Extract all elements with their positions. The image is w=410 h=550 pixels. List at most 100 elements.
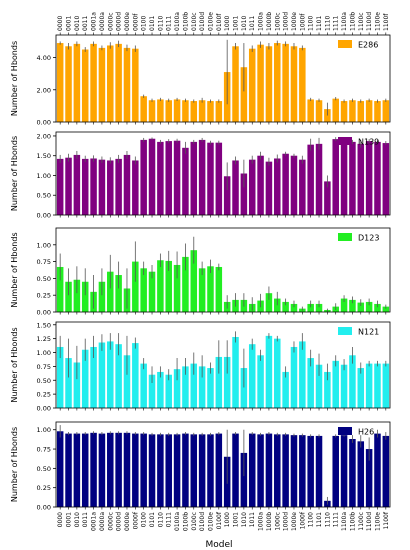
x-tick-label: 0000d (116, 512, 123, 531)
bar (73, 362, 81, 408)
bar (282, 301, 289, 312)
x-tick-label: 0001 (66, 16, 73, 31)
bar (115, 275, 122, 312)
bar (165, 434, 172, 507)
x-tick-label: 1000e (291, 512, 298, 531)
y-tick-label: 1.00 (37, 241, 51, 249)
bar (282, 434, 289, 507)
panel-n121: 0.00 0.25 0.50 0.75 1.00 1.25 1.50 Number of Hb… (10, 321, 391, 413)
bar (90, 43, 97, 122)
bar (274, 434, 281, 507)
bar (198, 268, 206, 312)
bar (340, 101, 348, 122)
panel-frame (55, 34, 391, 123)
top-x-tick-labels: 0000 0001 0010 0011 0001a 0000a 0000c 0000d 0000… (57, 12, 390, 35)
bar (182, 100, 189, 122)
bar (140, 96, 147, 122)
x-tick-label: 0110 (157, 512, 164, 527)
bar (182, 366, 189, 408)
y-tick-label: 0.25 (37, 292, 51, 300)
bar (282, 371, 289, 408)
bar (182, 147, 189, 215)
bar (140, 268, 147, 312)
bar (215, 101, 223, 122)
bar (307, 99, 314, 122)
x-tick-label: 1111 (333, 512, 340, 527)
bar (65, 46, 72, 122)
bar (207, 434, 214, 507)
bar (257, 44, 264, 122)
bar (65, 157, 72, 215)
x-tick-label: 1100f (383, 13, 390, 31)
x-tick-label: 1000c (274, 512, 281, 531)
x-tick-label: 0000a (99, 12, 106, 31)
bar (232, 46, 239, 122)
bar (207, 142, 214, 215)
y-tick-label: 1.00 (37, 172, 51, 180)
bar (332, 360, 339, 408)
y-tick-label: 0.50 (37, 377, 51, 385)
y-tick-label: 0.00 (37, 119, 51, 127)
bar (240, 452, 248, 507)
bar (98, 159, 106, 215)
x-tick-label: 0100a (174, 12, 181, 31)
bar (115, 158, 122, 215)
x-tick-label: 0111 (166, 16, 173, 31)
y-tick-label: 0.75 (37, 258, 51, 266)
bar (115, 344, 122, 408)
bar (148, 138, 156, 215)
bar (73, 154, 81, 215)
bar (265, 433, 273, 507)
bar (299, 159, 306, 215)
bar (365, 141, 373, 215)
bar (290, 303, 298, 312)
bar (299, 435, 306, 507)
bar (240, 368, 248, 408)
bar (307, 435, 314, 507)
bar (173, 434, 181, 507)
x-tick-label: 1000f (299, 511, 306, 529)
bar (215, 142, 223, 215)
bar (65, 433, 72, 507)
bar (198, 139, 206, 215)
bar (157, 141, 164, 215)
x-tick-label: 1000b (266, 12, 273, 31)
legend-swatch (338, 40, 352, 48)
bar (274, 158, 281, 215)
x-tick-label: 1000b (266, 512, 273, 531)
bar (265, 46, 273, 122)
bar (357, 441, 365, 507)
bar (265, 293, 273, 312)
bar (340, 435, 348, 507)
y-tick-label: 0.25 (37, 391, 51, 399)
x-tick-label: 0000c (107, 512, 114, 531)
bar (299, 341, 306, 408)
x-tick-label: 0100c (191, 12, 198, 31)
bar (265, 161, 273, 215)
y-tick-label: 4.00 (37, 54, 51, 62)
bar (98, 342, 106, 408)
bar (315, 143, 323, 215)
bar (157, 260, 164, 312)
y-tick-label: 0.75 (37, 446, 51, 454)
x-tick-label: 1010 (241, 16, 248, 31)
x-tick-label: 0000d (116, 12, 123, 31)
x-tick-label: 0011 (82, 512, 89, 527)
bar (173, 140, 181, 215)
bar (98, 433, 106, 507)
bar (324, 371, 331, 408)
bar (315, 435, 323, 507)
x-tick-label: 0010 (74, 16, 81, 31)
panel-frame (55, 227, 391, 313)
x-tick-label: 1100a (341, 512, 348, 531)
bar (240, 67, 248, 122)
y-tick-label: 0.00 (37, 405, 51, 413)
y-tick-label: 0.75 (37, 363, 51, 371)
y-tick-label: 0.50 (37, 192, 51, 200)
y-tick-label: 2.00 (37, 86, 51, 94)
bar (190, 363, 198, 408)
bar (382, 435, 390, 507)
bar (148, 434, 156, 507)
legend-label: H26 (358, 428, 374, 437)
y-axis-label: Number of Hbonds (10, 327, 19, 402)
